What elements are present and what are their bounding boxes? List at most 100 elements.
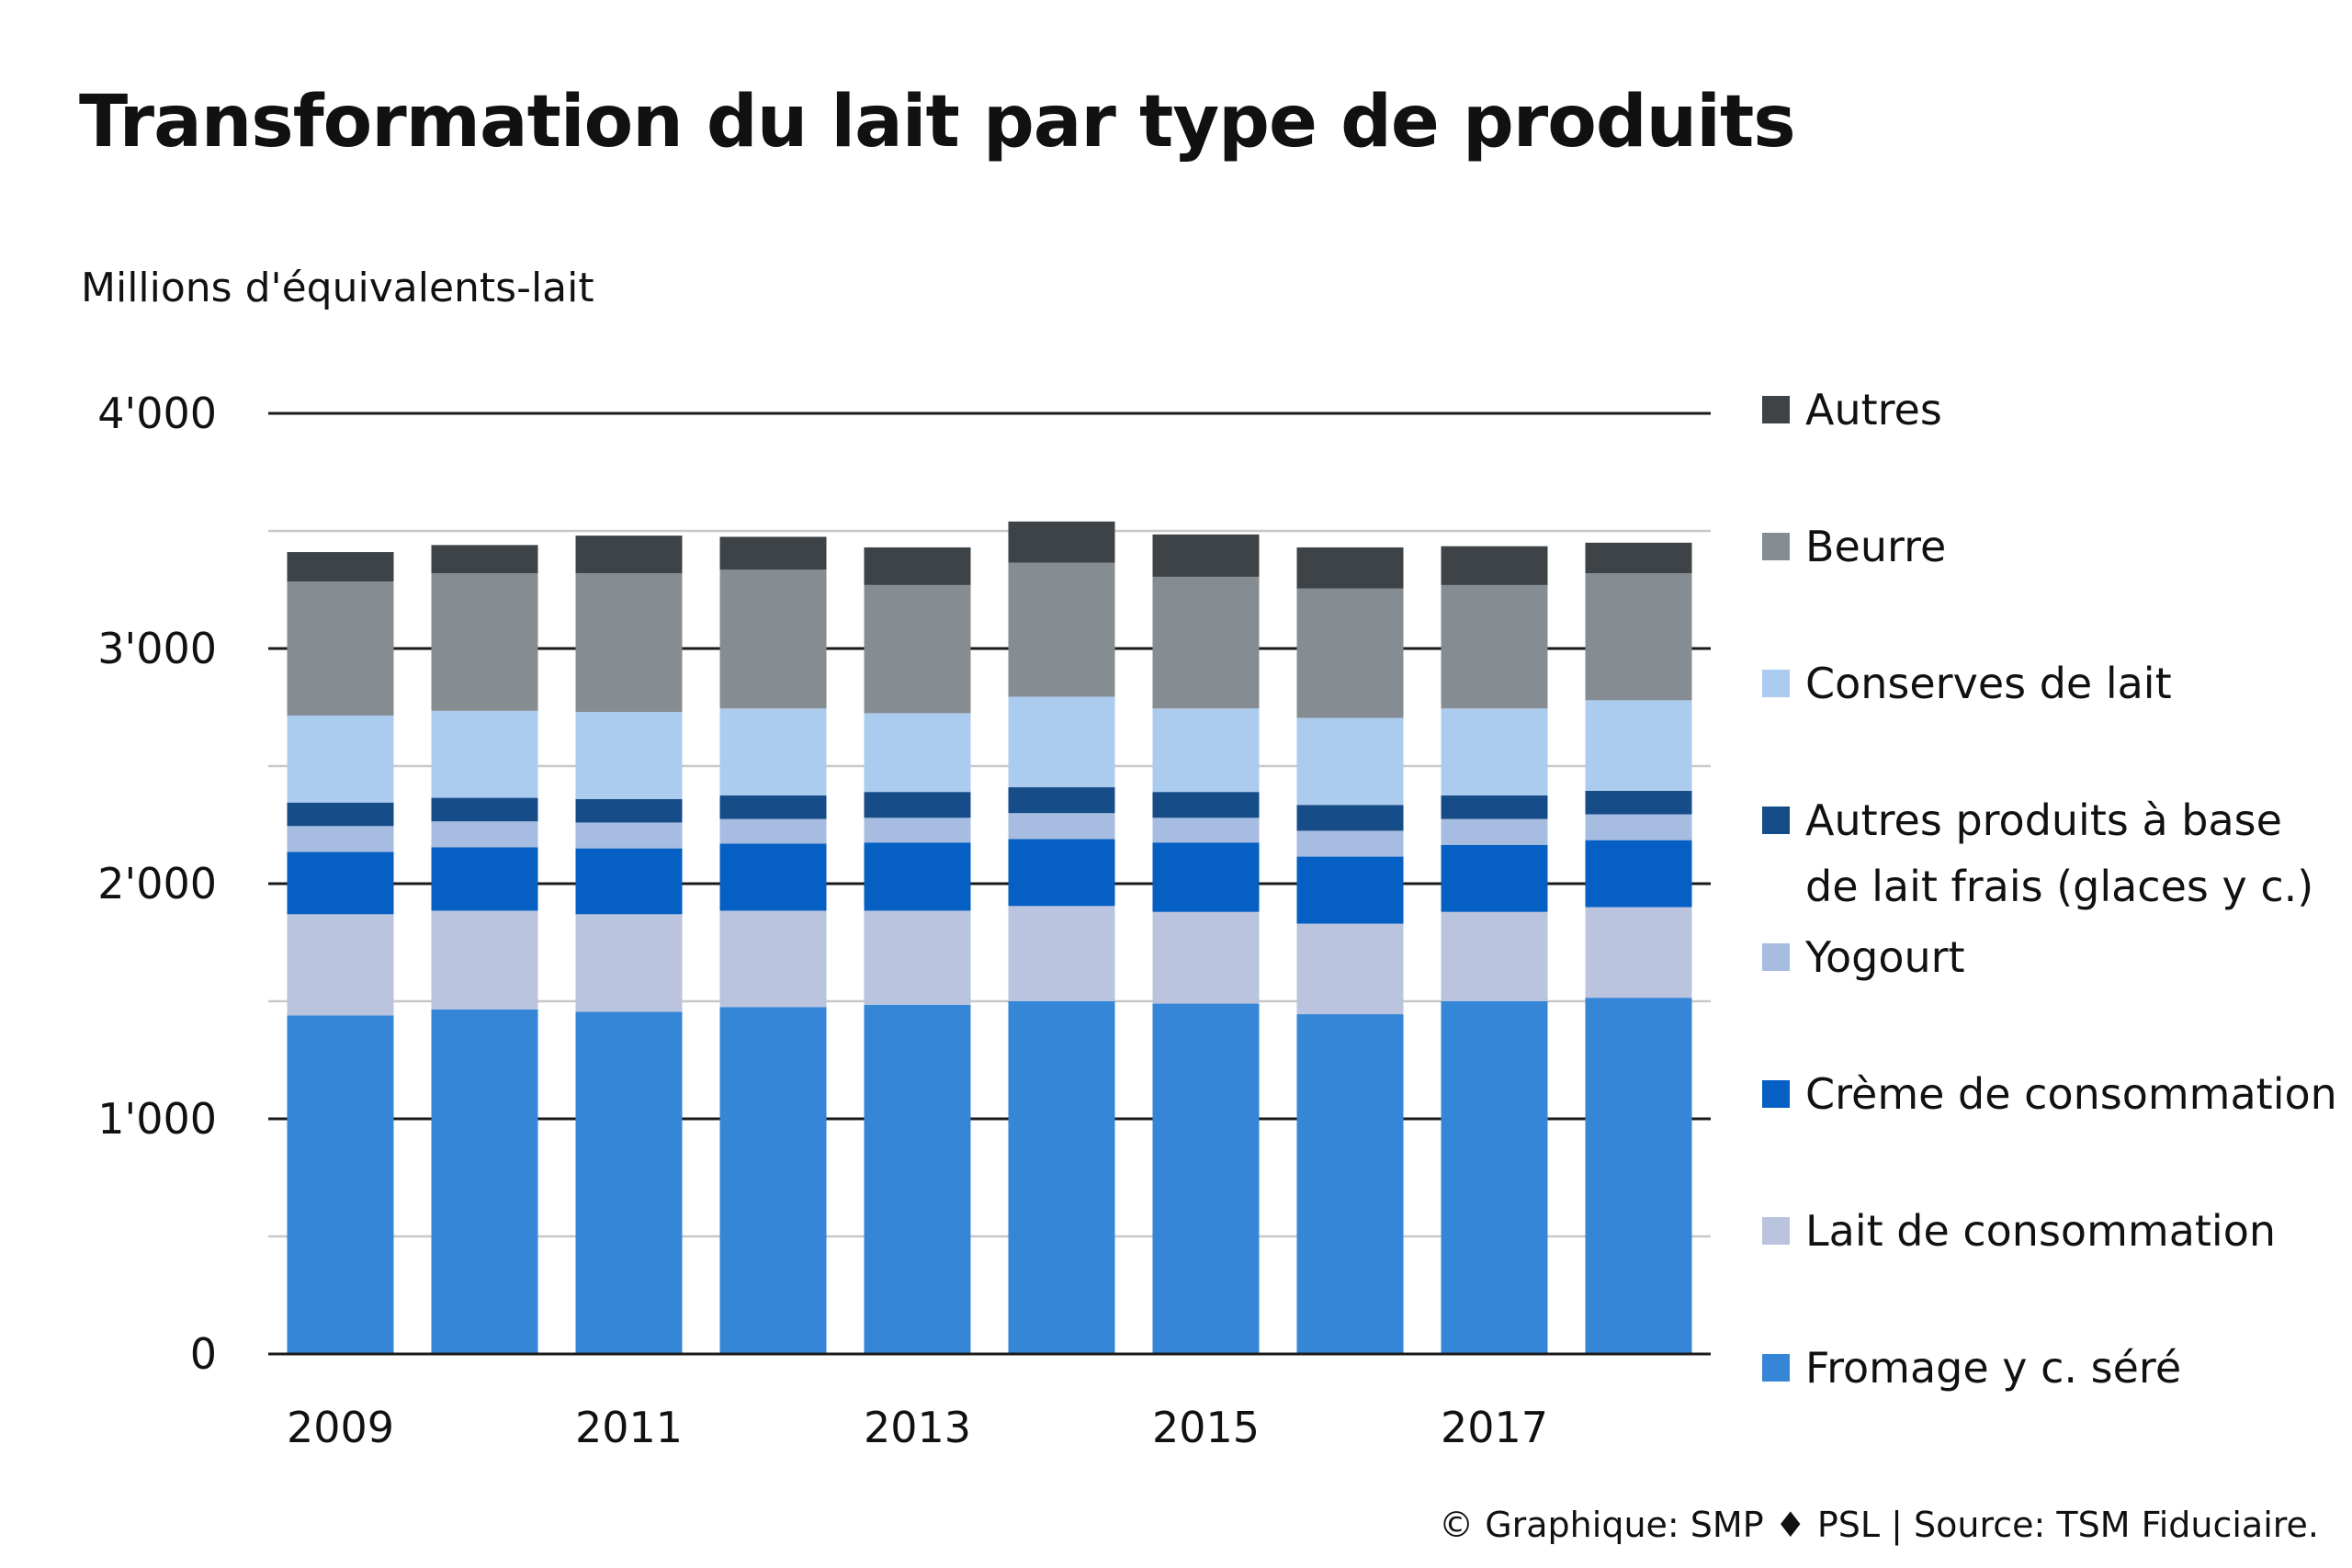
x-tick-label: 2017 bbox=[1441, 1403, 1548, 1452]
x-tick-label: 2015 bbox=[1152, 1403, 1260, 1452]
legend-swatch bbox=[1762, 1354, 1790, 1382]
bar-segment bbox=[1585, 700, 1692, 791]
y-tick-label: 4'000 bbox=[97, 389, 217, 438]
bar-segment bbox=[287, 715, 394, 803]
bar-segment bbox=[575, 536, 683, 574]
bar-segment bbox=[287, 802, 394, 827]
bar-segment bbox=[431, 910, 538, 1010]
legend-swatch bbox=[1762, 807, 1790, 834]
legend-label: Autres bbox=[1805, 385, 1942, 434]
bar-segment bbox=[719, 795, 827, 819]
source-credit: © Graphique: SMP ♦ PSL | Source: TSM Fid… bbox=[1439, 1505, 2319, 1545]
bar-segment bbox=[1296, 588, 1404, 718]
bar-segment bbox=[1008, 839, 1115, 907]
bar-segment bbox=[864, 1004, 971, 1354]
y-tick-label: 0 bbox=[190, 1329, 217, 1379]
x-tick-label: 2013 bbox=[864, 1403, 971, 1452]
legend-item: Crème de consommation bbox=[1762, 1069, 2337, 1119]
legend-label: Yogourt bbox=[1804, 932, 1965, 982]
bar-segment bbox=[575, 798, 683, 823]
bar-stack-2009 bbox=[287, 552, 394, 1354]
bar-segment bbox=[1441, 708, 1548, 795]
bar-stack-2013 bbox=[864, 547, 971, 1354]
bar-stack-2014 bbox=[1008, 521, 1115, 1354]
bar-segment bbox=[1152, 708, 1260, 793]
bar-segment bbox=[1441, 546, 1548, 585]
bar-segment bbox=[1585, 790, 1692, 815]
legend-label: Lait de consommation bbox=[1805, 1206, 2276, 1256]
bar-segment bbox=[431, 847, 538, 911]
bar-segment bbox=[575, 712, 683, 799]
legend: Autres Beurre Conserves de lait Autres prod… bbox=[1762, 385, 2337, 1393]
x-tick-label: 2009 bbox=[287, 1403, 394, 1452]
bar-segment bbox=[1585, 814, 1692, 840]
y-axis-label: Millions d'équivalents-lait bbox=[81, 265, 594, 311]
bar-stack-2012 bbox=[719, 536, 827, 1354]
legend-swatch bbox=[1762, 670, 1790, 697]
bar-segment bbox=[575, 822, 683, 849]
bar-stacks bbox=[287, 521, 1692, 1354]
bar-segment bbox=[1152, 792, 1260, 818]
bar-segment bbox=[1441, 584, 1548, 709]
bar-segment bbox=[1296, 805, 1404, 831]
bar-segment bbox=[287, 826, 394, 852]
bar-segment bbox=[1008, 787, 1115, 814]
bar-segment bbox=[287, 581, 394, 716]
bar-segment bbox=[719, 843, 827, 911]
bar-segment bbox=[864, 547, 971, 585]
bar-segment bbox=[864, 910, 971, 1005]
legend-label: Crème de consommation bbox=[1805, 1069, 2337, 1119]
bar-segment bbox=[1441, 1001, 1548, 1354]
bar-segment bbox=[1296, 1014, 1404, 1354]
bar-segment bbox=[719, 570, 827, 709]
bar-segment bbox=[287, 852, 394, 915]
legend-swatch bbox=[1762, 1080, 1790, 1108]
bar-segment bbox=[1008, 813, 1115, 840]
legend-item: Lait de consommation bbox=[1762, 1206, 2276, 1256]
bar-segment bbox=[1441, 844, 1548, 912]
bar-segment bbox=[864, 842, 971, 911]
bar-stack-2016 bbox=[1296, 547, 1404, 1354]
bar-segment bbox=[431, 545, 538, 574]
legend-item: Yogourt bbox=[1762, 932, 1965, 982]
bar-stack-2010 bbox=[431, 545, 538, 1354]
legend-label: Fromage y c. séré bbox=[1805, 1343, 2181, 1393]
legend-item: Fromage y c. séré bbox=[1762, 1343, 2181, 1393]
bar-segment bbox=[1152, 534, 1260, 577]
bar-stack-2011 bbox=[575, 536, 683, 1354]
bar-segment bbox=[1585, 998, 1692, 1354]
bar-segment bbox=[575, 1011, 683, 1354]
bar-segment bbox=[1441, 795, 1548, 819]
legend-item: Beurre bbox=[1762, 522, 1946, 571]
bar-segment bbox=[1008, 562, 1115, 697]
bar-segment bbox=[1585, 907, 1692, 998]
bar-segment bbox=[1152, 911, 1260, 1004]
bar-segment bbox=[1008, 521, 1115, 563]
bar-segment bbox=[431, 710, 538, 798]
bar-segment bbox=[719, 536, 827, 570]
bar-segment bbox=[719, 818, 827, 844]
bar-segment bbox=[864, 792, 971, 818]
bar-segment bbox=[575, 573, 683, 713]
bar-segment bbox=[1008, 1001, 1115, 1354]
bar-segment bbox=[1296, 923, 1404, 1015]
legend-swatch bbox=[1762, 1217, 1790, 1245]
legend-label: Beurre bbox=[1805, 522, 1946, 571]
bar-segment bbox=[864, 713, 971, 793]
axes: 0 1'000 2'000 3'000 4'000 2009 2011 2013 2015 201… bbox=[97, 389, 1711, 1452]
bar-stack-2018 bbox=[1585, 542, 1692, 1354]
bar-segment bbox=[287, 552, 394, 582]
legend-label: Autres produits à base bbox=[1805, 795, 2282, 845]
bar-stack-2017 bbox=[1441, 546, 1548, 1354]
bar-segment bbox=[719, 910, 827, 1008]
bar-segment bbox=[431, 821, 538, 848]
legend-item: Autres bbox=[1762, 385, 1942, 434]
legend-label: de lait frais (glaces y c.) bbox=[1805, 862, 2313, 911]
bar-segment bbox=[1441, 818, 1548, 845]
bar-segment bbox=[575, 848, 683, 915]
bar-segment bbox=[1585, 840, 1692, 908]
bar-segment bbox=[1296, 547, 1404, 589]
bar-segment bbox=[1296, 830, 1404, 857]
bar-segment bbox=[287, 1015, 394, 1354]
